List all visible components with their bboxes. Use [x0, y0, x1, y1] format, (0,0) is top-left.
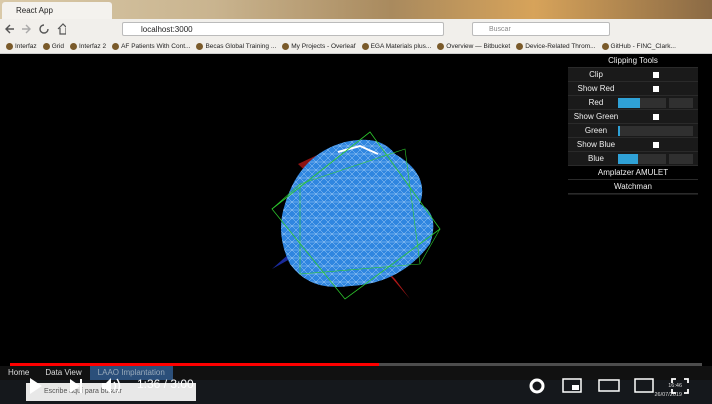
bookmark[interactable]: Overview — Bitbucket [437, 39, 510, 53]
theater-button[interactable] [598, 379, 620, 392]
video-time: 1:36 / 3:00 [137, 377, 194, 391]
progress-bar [10, 363, 380, 366]
clipping-panel: Clipping Tools Clip Show Red Red Show Gr… [568, 54, 698, 195]
checkbox[interactable] [653, 86, 659, 92]
cast-button[interactable] [634, 378, 654, 393]
folder[interactable]: Watchman [568, 180, 698, 194]
app-nav: Home Data View LAAO Implantation [0, 366, 712, 380]
bookmark[interactable]: AF Patients With Cont... [112, 39, 190, 53]
search-box[interactable]: Buscar [472, 22, 610, 36]
panel-header[interactable]: Clipping Tools [568, 54, 698, 68]
address-bar[interactable]: localhost:3000 [122, 22, 444, 36]
settings-button[interactable] [529, 378, 545, 394]
play-button[interactable] [30, 378, 42, 394]
label: Red [588, 98, 604, 107]
label: Show Green [573, 112, 619, 121]
bookmark[interactable]: Interfaz [6, 39, 37, 53]
clock: 16:46 26/07/2019 [654, 382, 682, 400]
number-input[interactable] [669, 154, 693, 164]
red-slider-row[interactable]: Red [568, 96, 698, 110]
show-blue-row[interactable]: Show Blue [568, 138, 698, 152]
bookmark[interactable]: Grid [42, 39, 64, 53]
label: Show Blue [576, 140, 616, 149]
nav-link[interactable]: Data View [45, 368, 82, 377]
browser-tab[interactable]: React App [2, 2, 112, 19]
bookmark[interactable]: Interfaz 2 [69, 39, 106, 53]
slider[interactable] [618, 126, 693, 136]
clip-row[interactable]: Clip [568, 68, 698, 82]
label: Show Red [577, 84, 615, 93]
checkbox[interactable] [653, 142, 659, 148]
green-slider-row[interactable]: Green [568, 124, 698, 138]
folder[interactable]: Amplatzer AMULET [568, 166, 698, 180]
bookmark[interactable]: GitHub - FINC_Clark... [601, 39, 676, 53]
miniplayer-button[interactable] [562, 378, 582, 393]
label: Blue [587, 154, 604, 163]
nav-buttons[interactable] [4, 22, 66, 36]
volume-button[interactable] [102, 378, 121, 394]
tab-bar: React App [0, 0, 712, 19]
blue-slider-row[interactable]: Blue [568, 152, 698, 166]
bookmark[interactable]: My Projects - Overleaf [282, 39, 356, 53]
show-green-row[interactable]: Show Green [568, 110, 698, 124]
slider[interactable] [618, 98, 666, 108]
bookmark[interactable]: Becas Global Training ... [196, 39, 276, 53]
bookmark[interactable]: EGA Materials plus... [361, 39, 431, 53]
video-controls [30, 378, 689, 394]
nav-link[interactable]: Home [8, 368, 30, 377]
show-red-row[interactable]: Show Red [568, 82, 698, 96]
clock-date: 26/07/2019 [654, 392, 682, 398]
slider[interactable] [618, 154, 666, 164]
checkbox[interactable] [653, 114, 659, 120]
clock-time: 16:46 [668, 383, 682, 389]
label: Green [584, 126, 608, 135]
fullscreen-button[interactable] [671, 378, 689, 394]
bookmark[interactable]: Device-Related Throm... [516, 39, 596, 53]
viewport-3d [271, 131, 441, 300]
next-button[interactable] [70, 379, 82, 393]
bookmarks-bar: Interfaz Grid Interfaz 2 AF Patients With C… [0, 39, 712, 54]
checkbox[interactable] [653, 72, 659, 78]
label: Clip [589, 70, 603, 79]
number-input[interactable] [669, 98, 693, 108]
nav-link[interactable]: LAAO Implantation [89, 366, 173, 380]
